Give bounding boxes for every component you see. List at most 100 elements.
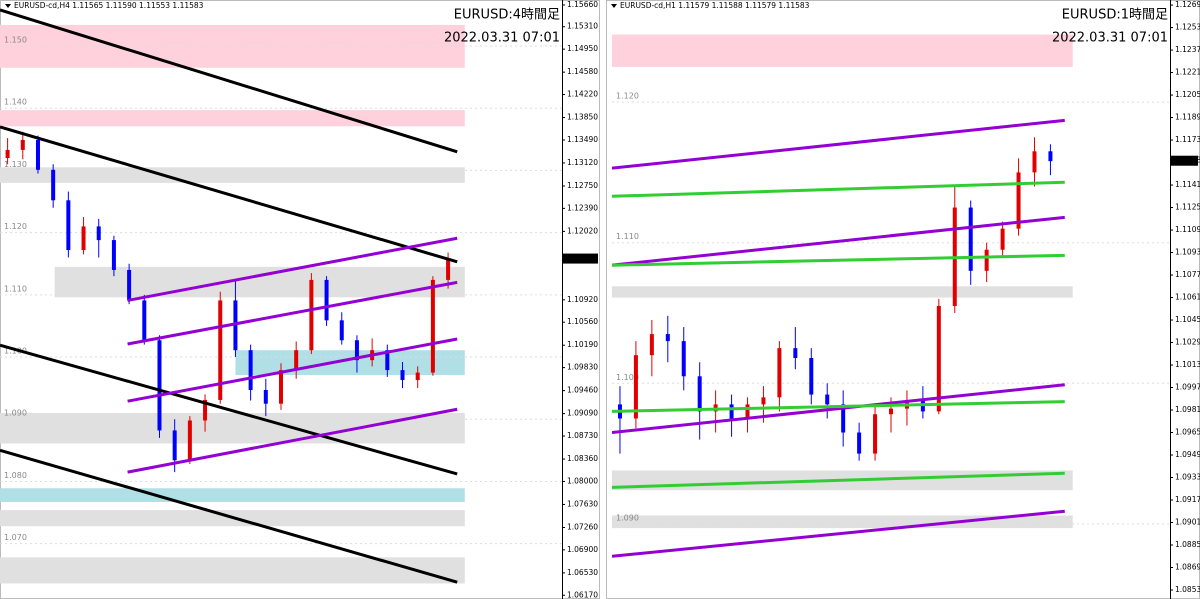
last-price-box [1171, 155, 1198, 166]
trendline [127, 236, 458, 302]
candle [1048, 144, 1053, 176]
zone [612, 286, 1073, 298]
candle-body [35, 139, 40, 170]
trendline [0, 343, 458, 476]
candle [841, 390, 846, 447]
zone [0, 167, 465, 183]
candle-body [665, 334, 670, 342]
y-tick-label: 1.08690 [1175, 563, 1200, 572]
candle-body [248, 350, 253, 391]
candle [400, 362, 405, 389]
y-tick-label: 1.10130 [1175, 360, 1200, 369]
zone [0, 488, 465, 502]
candle [793, 327, 798, 370]
y-tick-label: 1.12390 [567, 203, 598, 212]
y-tick-label: 1.15660 [567, 0, 598, 9]
trendline [127, 280, 458, 346]
panel-frame [606, 0, 1200, 599]
y-tick-label: 1.12690 [1175, 0, 1200, 9]
zone [0, 557, 465, 584]
y-tick-label: 1.08850 [1175, 540, 1200, 549]
level-label: 1.080 [4, 471, 27, 480]
trendline [0, 125, 458, 264]
candle [20, 131, 25, 160]
candle [936, 298, 941, 415]
last-price-box [563, 253, 598, 264]
candle-body [81, 226, 86, 251]
candle-body [111, 240, 116, 270]
trendline [612, 471, 1065, 489]
candle [187, 416, 192, 465]
y-tick-label: 1.10930 [1175, 248, 1200, 257]
trendline [0, 448, 458, 584]
candle [984, 242, 989, 283]
y-tick-label: 1.09830 [567, 363, 598, 372]
candle [5, 138, 10, 165]
y-tick-label: 1.10290 [1175, 338, 1200, 347]
y-tick-label: 1.09650 [1175, 428, 1200, 437]
candle-body [697, 376, 702, 412]
candle [1000, 221, 1005, 257]
candle [339, 312, 344, 345]
y-tick-label: 1.08730 [567, 431, 598, 440]
candle-body [745, 404, 750, 419]
candle-body [809, 357, 814, 395]
candle [354, 335, 359, 373]
candle [633, 341, 638, 429]
candle [51, 164, 56, 208]
candle-body [400, 370, 405, 381]
candle [279, 363, 283, 410]
trendline [127, 337, 458, 403]
y-tick-label: 1.06170 [567, 590, 598, 599]
y-tick-label: 1.10920 [567, 295, 598, 304]
y-tick-label: 1.09970 [1175, 383, 1200, 392]
candle [415, 366, 420, 389]
y-tick-label: 1.07630 [567, 499, 598, 508]
candle-body [279, 370, 283, 404]
y-tick-label: 1.08360 [567, 454, 598, 463]
zone [612, 515, 1073, 529]
chart-header: EURUSD-cd,H1 1.11579 1.11588 1.11579 1.1… [620, 1, 810, 10]
candle-body [66, 200, 71, 251]
y-tick-label: 1.09010 [1175, 518, 1200, 527]
chart-subtitle: 2022.03.31 07:01 [1052, 31, 1168, 46]
y-tick-label: 1.10610 [1175, 293, 1200, 302]
y-tick-label: 1.12050 [1175, 90, 1200, 99]
candle [96, 218, 101, 258]
candle [649, 320, 654, 377]
chart-panel: 1.120 1.110 1.100 1.090 EURUSD-cd,H1 1.11579… [606, 0, 1200, 599]
panel-frame [0, 0, 600, 599]
candle-body [5, 149, 10, 158]
candle-body [354, 340, 359, 361]
zone [0, 413, 465, 444]
candle [809, 348, 814, 405]
candle-body [20, 139, 25, 150]
candle [35, 135, 40, 174]
trendline [612, 118, 1065, 170]
candle-body [127, 269, 132, 301]
y-tick-label: 1.15310 [567, 22, 598, 31]
level-label: 1.150 [4, 36, 27, 45]
y-tick-label: 1.11250 [1175, 203, 1200, 212]
candle [81, 217, 86, 255]
plot-area: 1.1501.1401.1301.1201.1101.1001.0901.080… [0, 8, 562, 584]
candle [857, 422, 862, 461]
candle [681, 327, 686, 391]
y-tick-label: 1.13120 [567, 158, 598, 167]
candle-body [1048, 151, 1053, 162]
y-tick-label: 1.09090 [567, 409, 598, 418]
candle [968, 200, 973, 285]
candle [142, 294, 147, 345]
level-label: 1.120 [616, 92, 639, 101]
candle-body [857, 432, 862, 454]
zone [235, 350, 465, 376]
y-tick-label: 1.14220 [567, 90, 598, 99]
y-tick-label: 1.12210 [1175, 68, 1200, 77]
candle-body [142, 300, 147, 341]
trendline [612, 215, 1065, 267]
candle-body [415, 372, 420, 381]
candle-body [793, 348, 798, 358]
y-tick-label: 1.09810 [1175, 405, 1200, 414]
